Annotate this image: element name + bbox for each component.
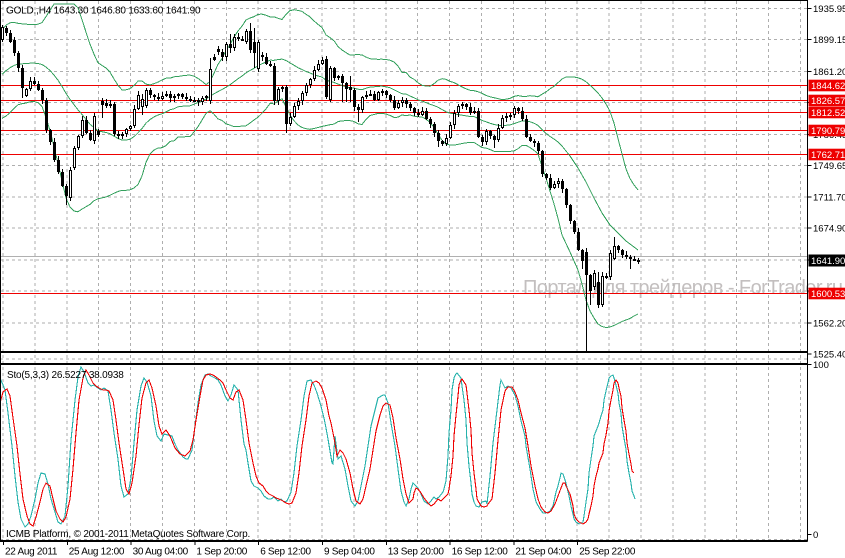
svg-text:30 Aug 04:00: 30 Aug 04:00 bbox=[133, 547, 189, 558]
svg-text:1812.52: 1812.52 bbox=[811, 108, 845, 119]
svg-text:ICMB Platform, © 2001-2011 Met: ICMB Platform, © 2001-2011 MetaQuotes So… bbox=[6, 529, 250, 540]
svg-text:1562.20: 1562.20 bbox=[813, 318, 845, 329]
svg-text:1935.95: 1935.95 bbox=[813, 4, 845, 15]
svg-text:25 Aug 12:00: 25 Aug 12:00 bbox=[69, 547, 125, 558]
svg-text:1641.90: 1641.90 bbox=[811, 256, 845, 267]
svg-text:6 Sep 12:00: 6 Sep 12:00 bbox=[260, 547, 311, 558]
svg-text:Портал для трейдеров - ForTrad: Портал для трейдеров - ForTrader.ru bbox=[523, 277, 843, 299]
svg-text:GOLD.,H4 1643.30 1646.80 1633: GOLD.,H4 1643.30 1646.80 1633.60 1641.90 bbox=[6, 6, 201, 17]
svg-text:22 Aug 2011: 22 Aug 2011 bbox=[5, 547, 58, 558]
svg-text:21 Sep 04:00: 21 Sep 04:00 bbox=[515, 547, 572, 558]
svg-text:13 Sep 20:00: 13 Sep 20:00 bbox=[388, 547, 445, 558]
svg-text:1861.20: 1861.20 bbox=[813, 67, 845, 78]
svg-text:9 Sep 04:00: 9 Sep 04:00 bbox=[324, 547, 375, 558]
svg-text:1525.40: 1525.40 bbox=[813, 349, 845, 360]
svg-text:100: 100 bbox=[813, 360, 829, 371]
svg-text:1844.62: 1844.62 bbox=[811, 81, 845, 92]
svg-text:Sto(5,3,3) 26.5227 38.0938: Sto(5,3,3) 26.5227 38.0938 bbox=[7, 370, 124, 381]
svg-text:0: 0 bbox=[813, 530, 818, 541]
svg-text:1899.15: 1899.15 bbox=[813, 35, 845, 46]
svg-text:1762.71: 1762.71 bbox=[811, 150, 845, 161]
svg-text:1749.65: 1749.65 bbox=[813, 161, 845, 172]
svg-text:1826.57: 1826.57 bbox=[811, 96, 845, 107]
svg-text:1600.53: 1600.53 bbox=[811, 289, 845, 300]
svg-text:16 Sep 12:00: 16 Sep 12:00 bbox=[452, 547, 509, 558]
svg-text:25 Sep 22:00: 25 Sep 22:00 bbox=[579, 547, 636, 558]
svg-text:1790.79: 1790.79 bbox=[811, 126, 845, 137]
svg-text:1674.90: 1674.90 bbox=[813, 224, 845, 235]
svg-text:1711.70: 1711.70 bbox=[813, 193, 845, 204]
svg-text:1 Sep 20:00: 1 Sep 20:00 bbox=[196, 547, 247, 558]
